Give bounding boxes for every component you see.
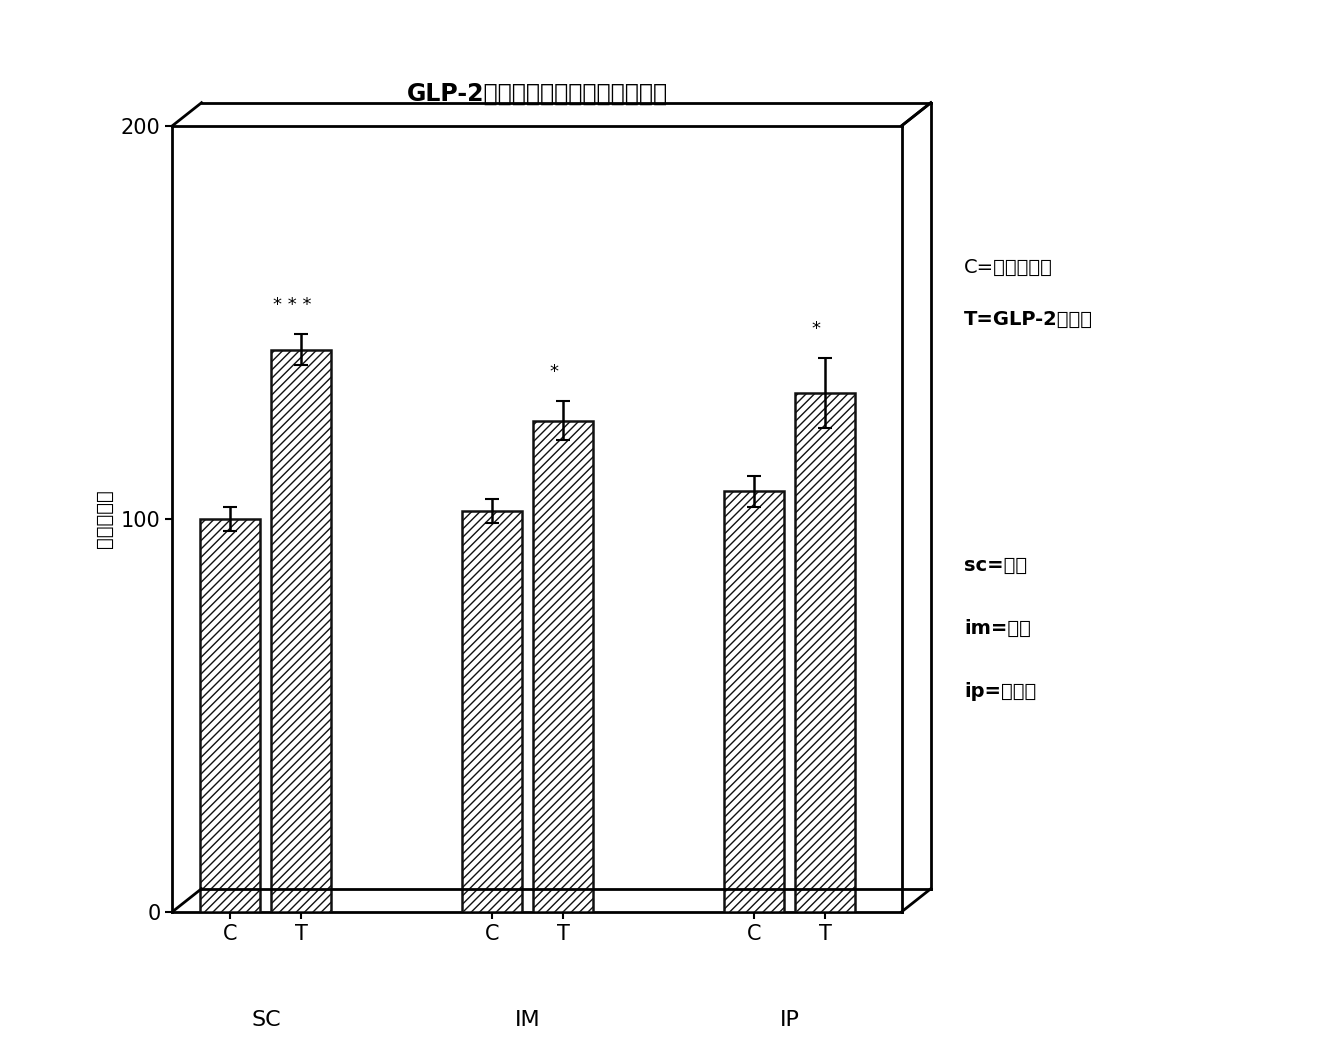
Text: * * *: * * * [273, 297, 312, 314]
Text: im=肌肉: im=肌肉 [964, 619, 1030, 638]
Bar [796, 393, 855, 912]
Text: *: * [812, 320, 821, 337]
Y-axis label: 变化百分率: 变化百分率 [95, 489, 114, 548]
Text: SC: SC [251, 1010, 281, 1030]
Text: ip=腹腔内: ip=腹腔内 [964, 682, 1036, 701]
Bar [200, 519, 260, 912]
Text: IM: IM [514, 1010, 541, 1030]
Text: C=盐水对照组: C=盐水对照组 [964, 258, 1053, 277]
Bar [463, 511, 522, 912]
Text: sc=皮下: sc=皮下 [964, 556, 1028, 575]
Text: IP: IP [780, 1010, 800, 1030]
Bar [724, 492, 784, 912]
Bar [533, 420, 593, 912]
Bar [272, 350, 332, 912]
Title: GLP-2给药后小肠重量变化的百分率: GLP-2给药后小肠重量变化的百分率 [407, 82, 667, 106]
Text: *: * [549, 364, 558, 381]
Text: T=GLP-2治疗组: T=GLP-2治疗组 [964, 310, 1093, 329]
